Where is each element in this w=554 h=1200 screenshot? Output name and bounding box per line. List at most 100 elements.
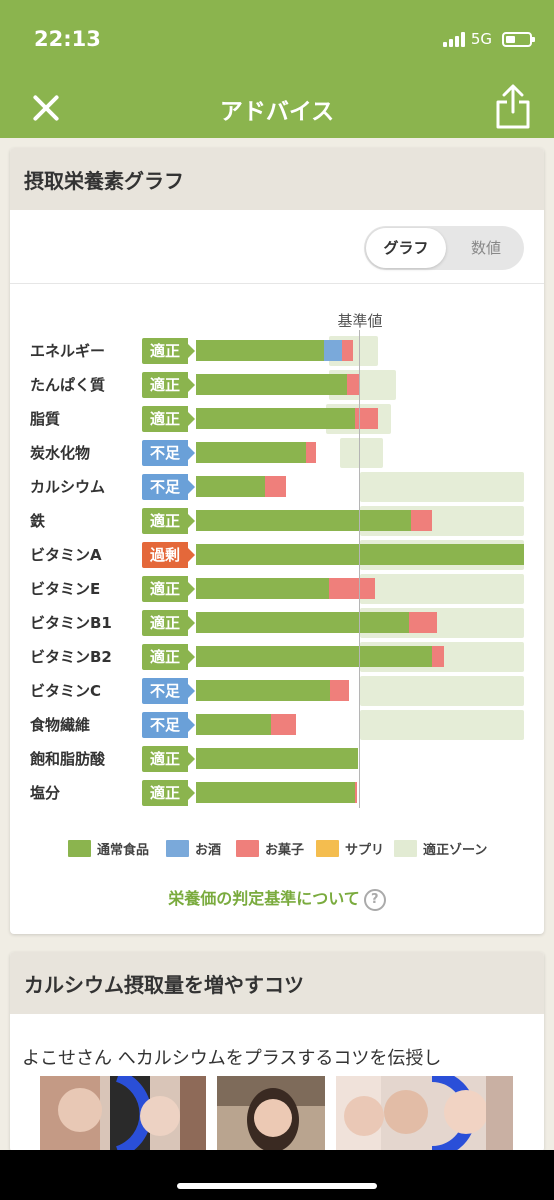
status-badge: 適正 [142, 372, 195, 398]
nutrient-name: たんぱく質 [30, 376, 106, 394]
bar-segment [196, 782, 356, 803]
optimal-zone [360, 472, 524, 502]
photo-strip [0, 1076, 554, 1152]
optimal-zone [360, 574, 524, 604]
legend-swatch [236, 839, 259, 857]
legend-label: お酒 [195, 842, 222, 858]
question-circle-icon[interactable]: ? [363, 888, 386, 911]
tip-text: よこせさん へカルシウムをプラスするコツを伝授し [22, 1048, 442, 1069]
legend-swatch [394, 839, 417, 857]
legend-label: 通常食品 [97, 842, 150, 858]
nutrient-row: ビタミンE 適正 [10, 572, 544, 606]
nutrient-name: ビタミンB1 [30, 614, 112, 632]
nutrient-name: 炭水化物 [30, 444, 91, 462]
bar-segment [323, 340, 342, 361]
toggle-numeric-button[interactable]: 数値 [470, 239, 501, 257]
nutrient-name: ビタミンB2 [30, 648, 112, 666]
signal-icon [442, 31, 465, 47]
nutrient-row: カルシウム 不足 [10, 470, 544, 504]
nutrient-name: 塩分 [30, 784, 61, 802]
bar-segment [355, 408, 379, 429]
nutrient-name: 脂質 [30, 410, 61, 428]
view-toggle: グラフ 数値 [364, 226, 524, 270]
nutrient-name: ビタミンE [30, 580, 101, 598]
optimal-zone [340, 438, 383, 468]
photo-thumbnail[interactable] [217, 1076, 325, 1152]
bar-segment [196, 476, 265, 497]
bar-segment [341, 340, 354, 361]
bar-segment [196, 374, 347, 395]
nutrient-name: ビタミンC [30, 682, 102, 700]
status-time: 22:13 [34, 27, 101, 51]
bar-segment [196, 510, 411, 531]
home-bar [0, 1150, 554, 1200]
bar-segment [196, 646, 433, 667]
bar-segment [305, 442, 316, 463]
legend-item-supplement: サプリ [316, 838, 384, 858]
legend-item-snacks: お菓子 [236, 838, 304, 858]
toggle-graph-button[interactable]: グラフ [366, 228, 446, 268]
status-badge: 適正 [142, 746, 195, 772]
nutrient-row: 塩分 適正 [10, 776, 544, 810]
status-badge: 適正 [142, 576, 195, 602]
page-title: アドバイス [219, 99, 335, 125]
bar-segment [196, 408, 356, 429]
tip-card-title: カルシウム摂取量を増やすコツ [10, 952, 544, 1014]
status-badge: 不足 [142, 474, 195, 500]
nutrient-graph-card: 摂取栄養素グラフ グラフ 数値 基準値 エネルギー 適正 たんぱく質 適正 脂質 適正 炭水… [10, 148, 544, 934]
bar-segment [432, 646, 444, 667]
nutrient-name: 飽和脂肪酸 [30, 750, 106, 768]
legend-label: お菓子 [265, 842, 305, 858]
battery-icon [502, 31, 535, 47]
bar-segment [271, 714, 297, 735]
optimal-zone [360, 710, 524, 740]
status-badge: 適正 [142, 338, 195, 364]
nutrient-row: ビタミンB2 適正 [10, 640, 544, 674]
reference-label: 基準値 [337, 312, 383, 330]
nutrient-row: ビタミンA 過剰 [10, 538, 544, 572]
bar-segment [328, 578, 375, 599]
status-badge: 適正 [142, 508, 195, 534]
graph-card-title: 摂取栄養素グラフ [10, 148, 544, 210]
status-bar: 22:13 5G [0, 0, 554, 82]
photo-thumbnail[interactable] [40, 1076, 206, 1152]
legend-item-optimal-zone: 適正ゾーン [394, 838, 487, 858]
nutrient-row: 飽和脂肪酸 適正 [10, 742, 544, 776]
home-indicator[interactable] [177, 1183, 377, 1189]
bar-segment [264, 476, 287, 497]
divider [10, 283, 544, 284]
status-badge: 適正 [142, 406, 195, 432]
optimal-zone [360, 676, 524, 706]
nutrient-row: 炭水化物 不足 [10, 436, 544, 470]
nav-bar: アドバイス [0, 82, 554, 138]
nutrient-row: エネルギー 適正 [10, 334, 544, 368]
bar-segment [330, 680, 349, 701]
legend-label: サプリ [345, 842, 385, 858]
nutrient-row: 鉄 適正 [10, 504, 544, 538]
status-badge: 適正 [142, 780, 195, 806]
reference-line [359, 330, 360, 808]
criteria-link[interactable]: 栄養価の判定基準について? [10, 885, 544, 911]
nutrient-name: 鉄 [30, 512, 46, 530]
legend-item-alcohol: お酒 [166, 838, 221, 858]
legend-swatch [316, 839, 339, 857]
nutrient-row: たんぱく質 適正 [10, 368, 544, 402]
nutrient-name: 食物繊維 [30, 716, 91, 734]
bar-segment [196, 442, 306, 463]
legend-swatch [68, 839, 91, 857]
network-label: 5G [470, 30, 492, 48]
nutrient-name: ビタミンA [30, 546, 102, 564]
bar-segment [196, 612, 410, 633]
bar-segment [196, 340, 324, 361]
bar-segment [355, 782, 357, 803]
status-badge: 適正 [142, 610, 195, 636]
legend-swatch [166, 839, 189, 857]
share-icon[interactable] [494, 84, 532, 130]
legend-label: 適正ゾーン [423, 842, 488, 858]
bar-segment [196, 714, 272, 735]
photo-thumbnail[interactable] [336, 1076, 513, 1152]
chart-legend: 通常食品 お酒 お菓子 サプリ 適正ゾーン [68, 838, 538, 858]
nutrient-name: カルシウム [30, 478, 106, 496]
criteria-link-label[interactable]: 栄養価の判定基準について [168, 889, 360, 908]
bar-segment [196, 680, 331, 701]
